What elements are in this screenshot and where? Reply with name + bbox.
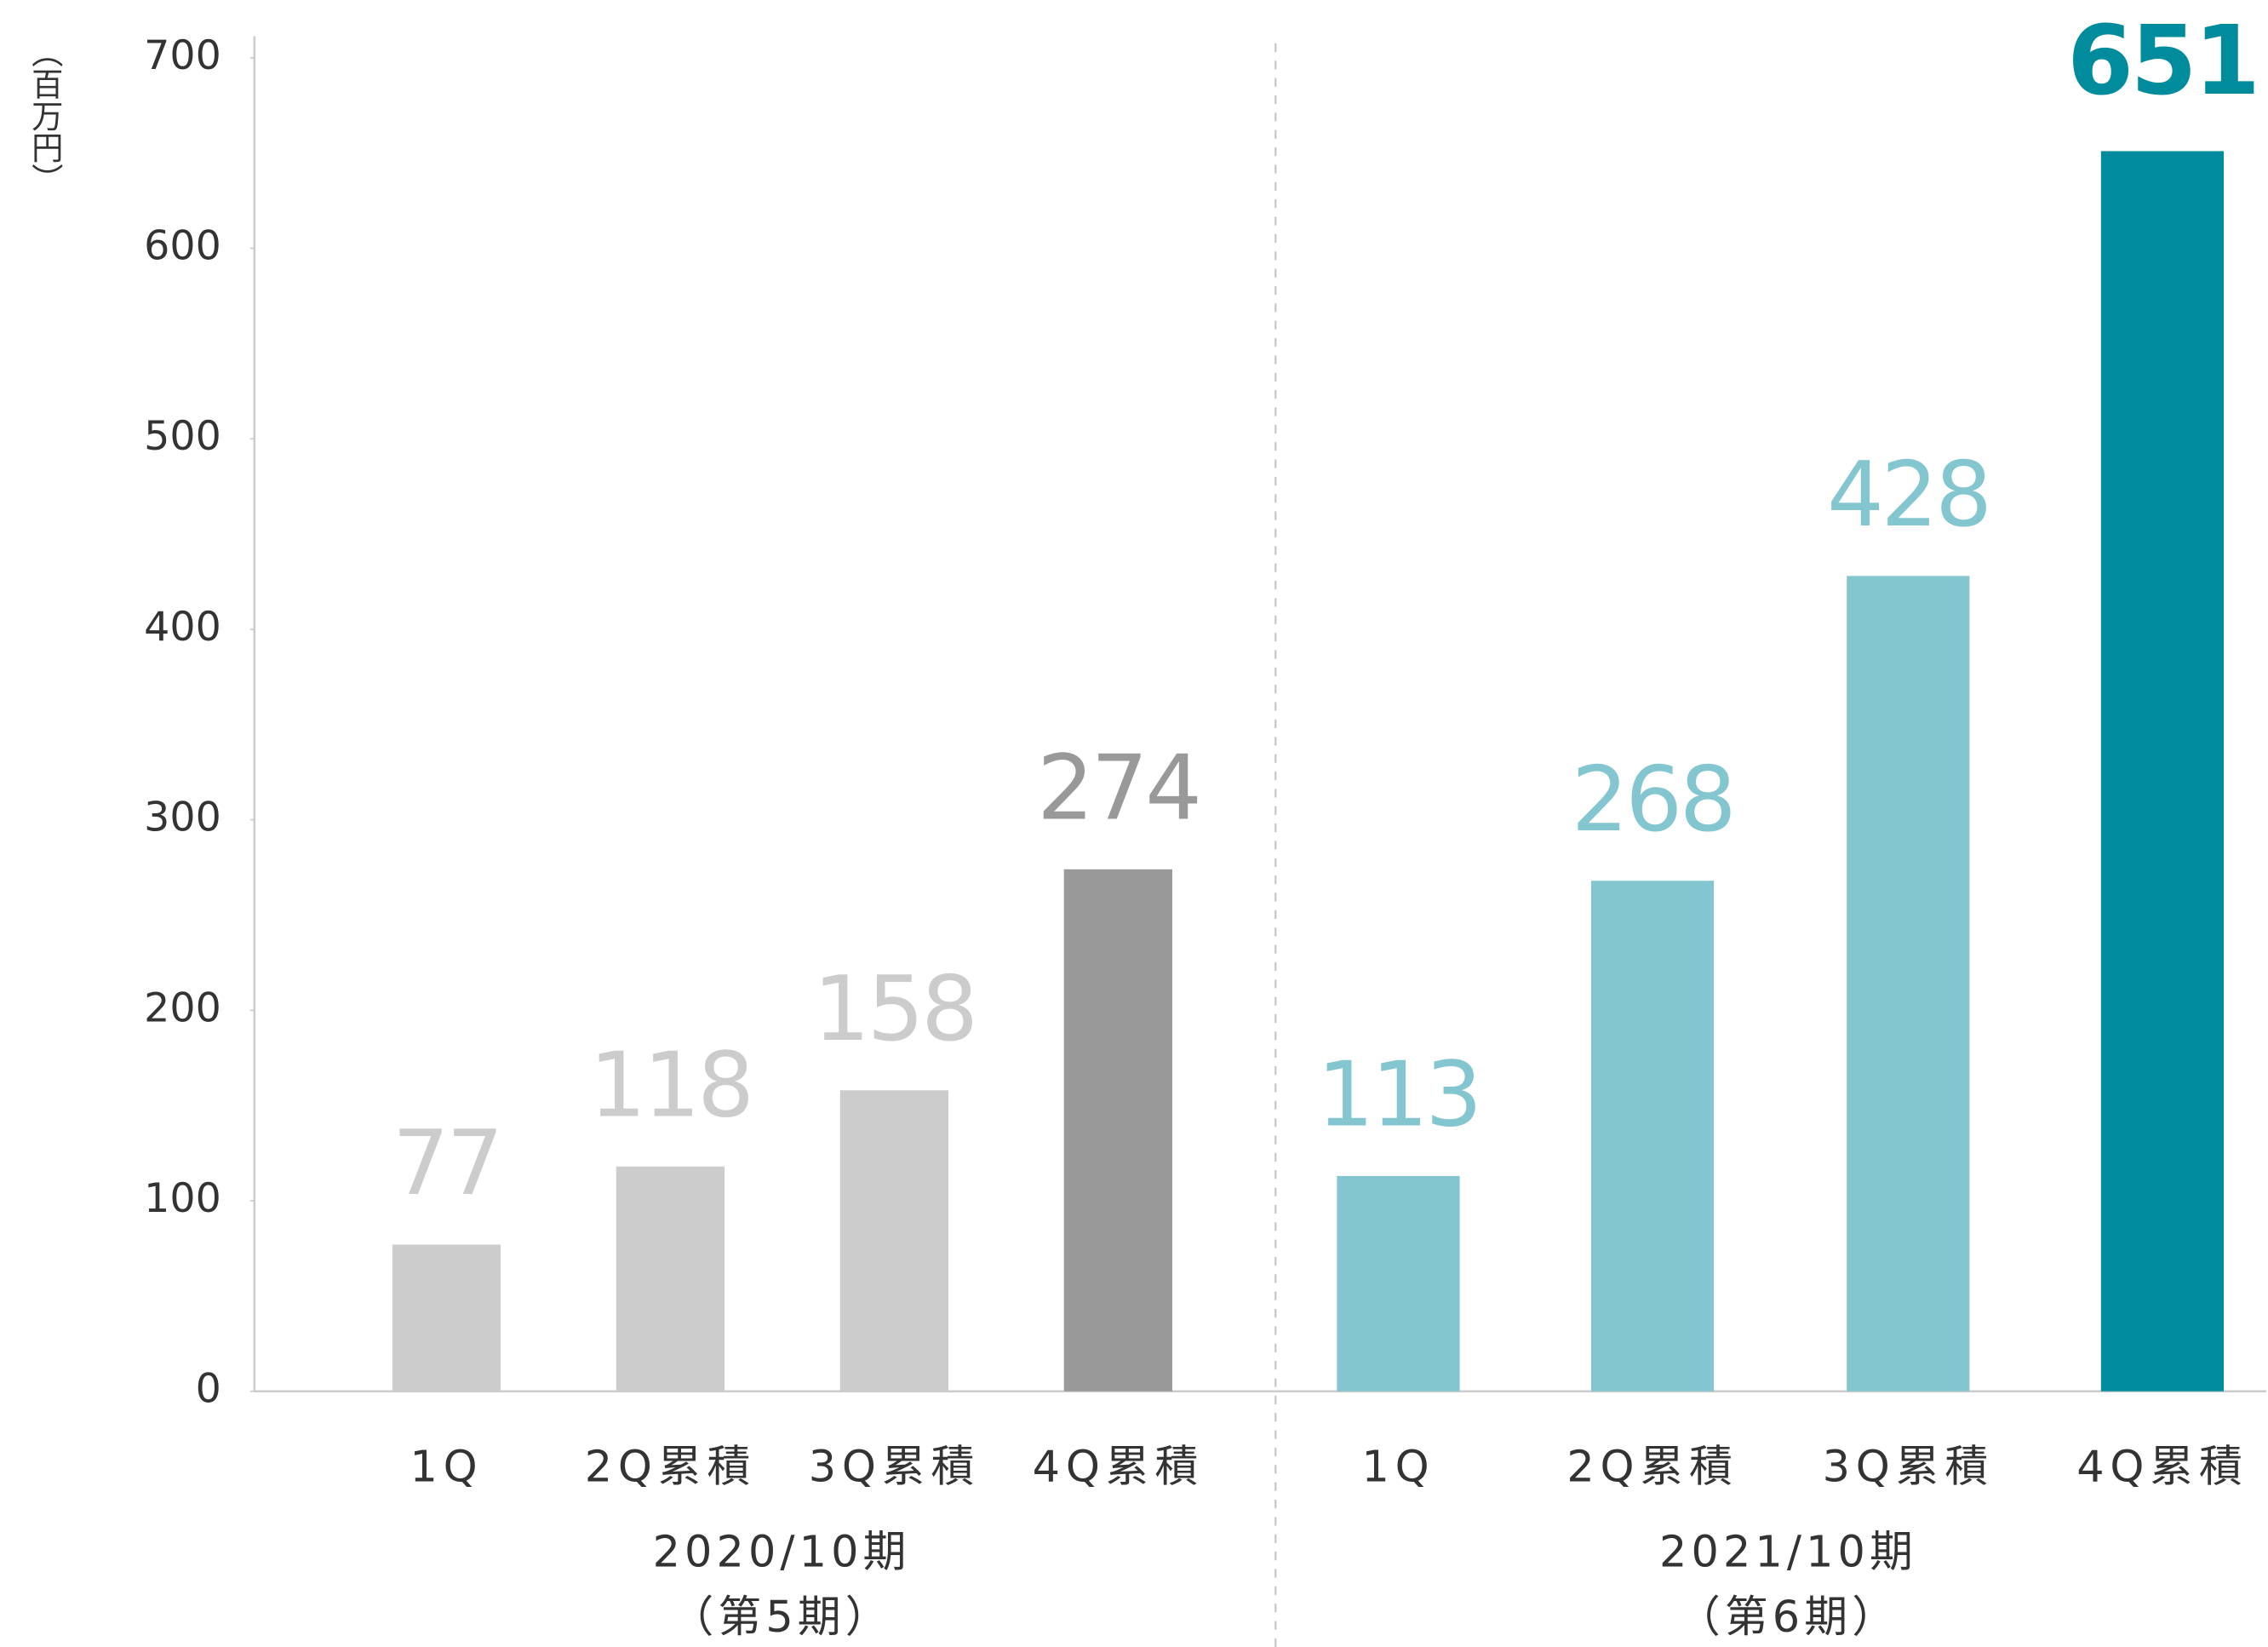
y-tick-label: 0 (196, 1366, 221, 1413)
x-tick-label: 2Q累積 (1566, 1442, 1738, 1492)
x-tick-label: 4Q累積 (1033, 1442, 1204, 1492)
x-tick-label: 3Q累積 (1823, 1442, 1994, 1492)
bar (616, 1166, 725, 1392)
value-label: 158 (813, 956, 976, 1061)
x-tick-label: 1Q (410, 1442, 483, 1492)
x-tick-label: 1Q (1361, 1442, 1435, 1492)
y-tick-label: 400 (144, 604, 221, 651)
group-sublabel: （第6期） (1677, 1592, 1899, 1643)
value-label: 113 (1317, 1042, 1480, 1147)
y-tick-label: 500 (144, 413, 221, 460)
group-label: 2020/10期 (653, 1527, 911, 1577)
y-tick-label: 100 (144, 1175, 221, 1222)
bar (839, 1090, 949, 1392)
y-tick-label: 200 (144, 984, 221, 1031)
bar (1063, 869, 1172, 1392)
value-label: 268 (1572, 747, 1734, 852)
group-label: 2021/10期 (1659, 1527, 1917, 1577)
bar (1337, 1175, 1460, 1392)
y-tick-label: 700 (144, 32, 221, 79)
x-tick-label: 4Q累積 (2076, 1442, 2248, 1492)
bar (2100, 151, 2225, 1392)
value-label: 118 (589, 1032, 752, 1137)
bar (392, 1244, 501, 1392)
value-label: 274 (1037, 735, 1200, 840)
y-tick-label: 300 (144, 795, 221, 841)
group-sublabel: （第5期） (670, 1592, 892, 1643)
value-label: 651 (2067, 6, 2258, 117)
y-tick-label: 600 (144, 223, 221, 270)
bar (1590, 881, 1715, 1392)
x-tick-label: 3Q累積 (809, 1442, 980, 1492)
y-axis-label: （百万円） (26, 36, 64, 195)
x-tick-label: 2Q累積 (585, 1442, 756, 1492)
value-label: 428 (1827, 442, 1990, 547)
value-label: 77 (392, 1110, 501, 1215)
bar (1847, 576, 1970, 1392)
